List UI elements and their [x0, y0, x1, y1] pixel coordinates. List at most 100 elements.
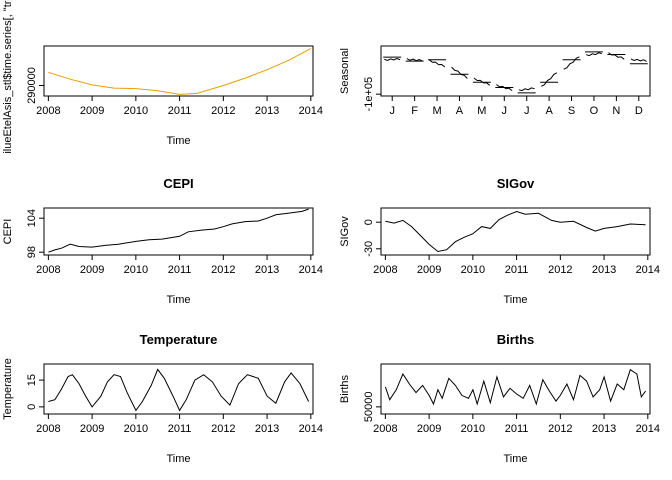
- cepi-series-line: [48, 208, 309, 253]
- seasonal-x-tick-label: N: [612, 105, 620, 117]
- trend-x-tick-label: 2009: [80, 105, 104, 117]
- births-x-tick-label: 2013: [592, 423, 616, 435]
- sigov-x-tick-label: 2011: [505, 264, 529, 276]
- births-panel: Births 2008 2009 2010 2011 2012 2013 2014 50000 T…: [339, 332, 660, 465]
- cepi-x-tick-label: 2011: [168, 264, 192, 276]
- cepi-x-tick-label: 2009: [80, 264, 104, 276]
- temperature-x-tick-label: 2014: [299, 423, 323, 435]
- sigov-plot-frame: [380, 207, 651, 256]
- trend-x-axis-title: Time: [166, 135, 190, 147]
- sigov-x-tick-label: 2013: [592, 264, 616, 276]
- sigov-x-tick-label: 2010: [461, 264, 485, 276]
- trend-x-tick-label: 2011: [168, 105, 192, 117]
- cepi-plot-frame: [43, 207, 314, 256]
- seasonal-month-cycle-line: [451, 66, 468, 79]
- seasonal-month-cycle-line: [473, 77, 491, 86]
- cepi-x-axis-title: Time: [166, 294, 190, 306]
- trend-plot-frame: [43, 45, 314, 97]
- temperature-x-tick-label: 2013: [255, 423, 279, 435]
- temperature-y-tick-label: 15: [26, 374, 38, 386]
- seasonal-y-tick-label: -1e+05: [363, 77, 375, 112]
- trend-x-tick-label: 2013: [255, 105, 279, 117]
- seasonal-month-cycle-line: [406, 58, 423, 62]
- temperature-series-line: [48, 368, 310, 412]
- seasonal-x-tick-label: A: [456, 105, 464, 117]
- temperature-title: Temperature: [140, 332, 218, 347]
- sigov-y-tick-label: -30: [363, 241, 375, 257]
- trend-x-tick-label: 2014: [299, 105, 323, 117]
- seasonal-x-tick-label: J: [502, 105, 508, 117]
- temperature-x-tick-label: 2011: [168, 423, 192, 435]
- cepi-x-tick-label: 2014: [299, 264, 323, 276]
- temperature-x-axis-title: Time: [166, 453, 190, 465]
- seasonal-x-tick-label: M: [477, 105, 486, 117]
- sigov-y-axis-title: SIGov: [339, 216, 351, 247]
- seasonal-y-axis-title: Seasonal: [339, 48, 351, 94]
- seasonal-x-tick-label: J: [524, 105, 530, 117]
- seasonal-x-tick-label: F: [411, 105, 418, 117]
- trend-panel: 2008 2009 2010 2011 2012 2013 2014 290000 Time il…: [2, 0, 323, 154]
- births-x-tick-label: 2009: [417, 423, 441, 435]
- seasonal-month-cycle-line: [541, 72, 558, 87]
- cepi-y-tick-label: 98: [26, 246, 38, 258]
- temperature-y-tick-label: 0: [26, 404, 38, 410]
- temperature-plot-frame: [43, 363, 314, 415]
- cepi-title: CEPI: [163, 176, 193, 191]
- temperature-x-tick-label: 2010: [124, 423, 148, 435]
- sigov-x-axis-title: Time: [503, 294, 527, 306]
- seasonal-x-tick-label: D: [635, 105, 643, 117]
- temperature-y-axis-title: Temperature: [2, 358, 14, 420]
- births-x-tick-label: 2011: [505, 423, 529, 435]
- seasonal-month-cycle-line: [585, 52, 602, 57]
- trend-x-tick-label: 2012: [211, 105, 235, 117]
- seasonal-month-cycle-line: [630, 58, 647, 62]
- seasonal-x-tick-label: J: [389, 105, 395, 117]
- births-x-axis-title: Time: [503, 453, 527, 465]
- sigov-x-tick-label: 2014: [636, 264, 660, 276]
- seasonal-panel: J F M A M J J A S O N D -1e+05 Seasonal: [339, 45, 651, 117]
- temperature-x-tick-label: 2008: [36, 423, 60, 435]
- sigov-x-tick-label: 2012: [548, 264, 572, 276]
- sigov-series-line: [385, 210, 646, 253]
- births-y-axis-title: Births: [339, 374, 351, 403]
- sigov-y-tick-label: 0: [363, 219, 375, 225]
- cepi-y-axis-title: CEPI: [2, 219, 14, 245]
- births-series-line: [384, 368, 647, 406]
- births-x-tick-label: 2012: [548, 423, 572, 435]
- trend-y-tick-label: 290000: [26, 67, 38, 104]
- temperature-x-tick-label: 2012: [211, 423, 235, 435]
- cepi-x-tick-label: 2010: [124, 264, 148, 276]
- cepi-x-tick-label: 2013: [255, 264, 279, 276]
- seasonal-x-tick-label: O: [590, 105, 599, 117]
- cepi-x-tick-label: 2012: [211, 264, 235, 276]
- births-plot-frame: [380, 363, 651, 415]
- seasonal-plot-frame: [380, 45, 651, 97]
- trend-x-tick-label: 2008: [36, 105, 60, 117]
- seasonal-month-cycle-line: [384, 57, 401, 62]
- births-x-tick-label: 2008: [373, 423, 397, 435]
- seasonal-month-cycle-line: [518, 87, 535, 92]
- temperature-panel: Temperature 2008 2009 2010 2011 2012 2013 2014 0…: [2, 332, 323, 465]
- births-title: Births: [497, 332, 535, 347]
- seasonal-month-cycle-line: [428, 59, 446, 68]
- trend-series-line: [48, 48, 312, 95]
- seasonal-month-cycle-line: [608, 52, 625, 60]
- sigov-title: SIGov: [497, 176, 535, 191]
- births-x-tick-label: 2010: [461, 423, 485, 435]
- sigov-panel: SIGov 2008 2009 2010 2011 2012 2013 2014 -30 0 Tim…: [339, 176, 660, 306]
- seasonal-month-cycle-line: [563, 56, 580, 70]
- seasonal-x-tick-label: S: [568, 105, 575, 117]
- sigov-x-tick-label: 2008: [373, 264, 397, 276]
- sigov-x-tick-label: 2009: [417, 264, 441, 276]
- temperature-x-tick-label: 2009: [80, 423, 104, 435]
- births-x-tick-label: 2014: [636, 423, 660, 435]
- cepi-x-tick-label: 2008: [36, 264, 60, 276]
- trend-y-axis-title: ilueEtelAsis_stl$time.series[, "tren: [2, 0, 14, 154]
- seasonal-x-tick-label: A: [545, 105, 553, 117]
- cepi-panel: CEPI 2008 2009 2010 2011 2012 2013 2014 98 104 Tim…: [2, 176, 323, 306]
- seasonal-x-tick-label: M: [432, 105, 441, 117]
- births-y-tick-label: 50000: [363, 392, 375, 423]
- cepi-y-tick-label: 104: [26, 209, 38, 227]
- trend-x-tick-label: 2010: [124, 105, 148, 117]
